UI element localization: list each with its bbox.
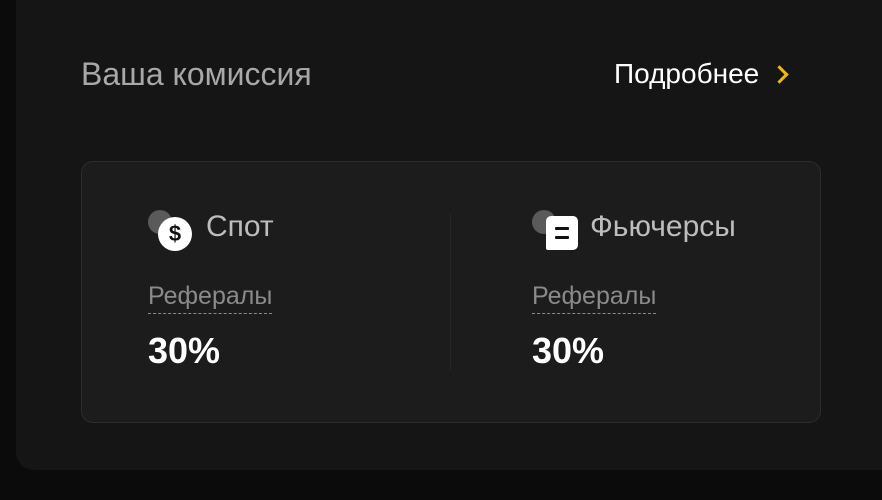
futures-section: Фьючерсы Рефералы 30% — [532, 202, 736, 372]
chevron-right-icon — [770, 64, 789, 84]
referrals-label[interactable]: Рефералы — [148, 282, 273, 314]
referrals-label[interactable]: Рефералы — [532, 282, 657, 314]
product-name: Фьючерсы — [590, 210, 736, 243]
commission-box: $ Спот Рефералы 30% Фьючерсы Рефералы 30… — [81, 161, 821, 423]
details-link[interactable]: Подробнее — [614, 58, 789, 90]
dollar-coin-icon: $ — [148, 204, 194, 251]
product-name: Спот — [206, 210, 274, 243]
divider — [450, 214, 451, 370]
spot-section: $ Спот Рефералы 30% — [148, 202, 274, 372]
commission-value: 30% — [148, 330, 221, 371]
page-title: Ваша комиссия — [81, 56, 312, 92]
commission-value: 30% — [532, 330, 605, 371]
details-link-label: Подробнее — [614, 58, 760, 89]
document-icon — [532, 204, 578, 250]
